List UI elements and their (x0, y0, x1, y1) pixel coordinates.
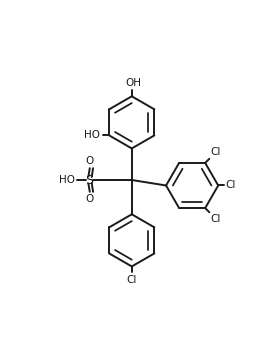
Text: O: O (86, 194, 94, 204)
Text: OH: OH (125, 77, 141, 87)
Text: HO: HO (59, 175, 75, 185)
Text: Cl: Cl (211, 214, 221, 224)
Text: O: O (86, 156, 94, 166)
Text: Cl: Cl (211, 147, 221, 157)
Text: Cl: Cl (127, 275, 137, 285)
Text: HO: HO (84, 130, 101, 140)
Text: Cl: Cl (225, 180, 235, 190)
Text: S: S (85, 174, 93, 186)
